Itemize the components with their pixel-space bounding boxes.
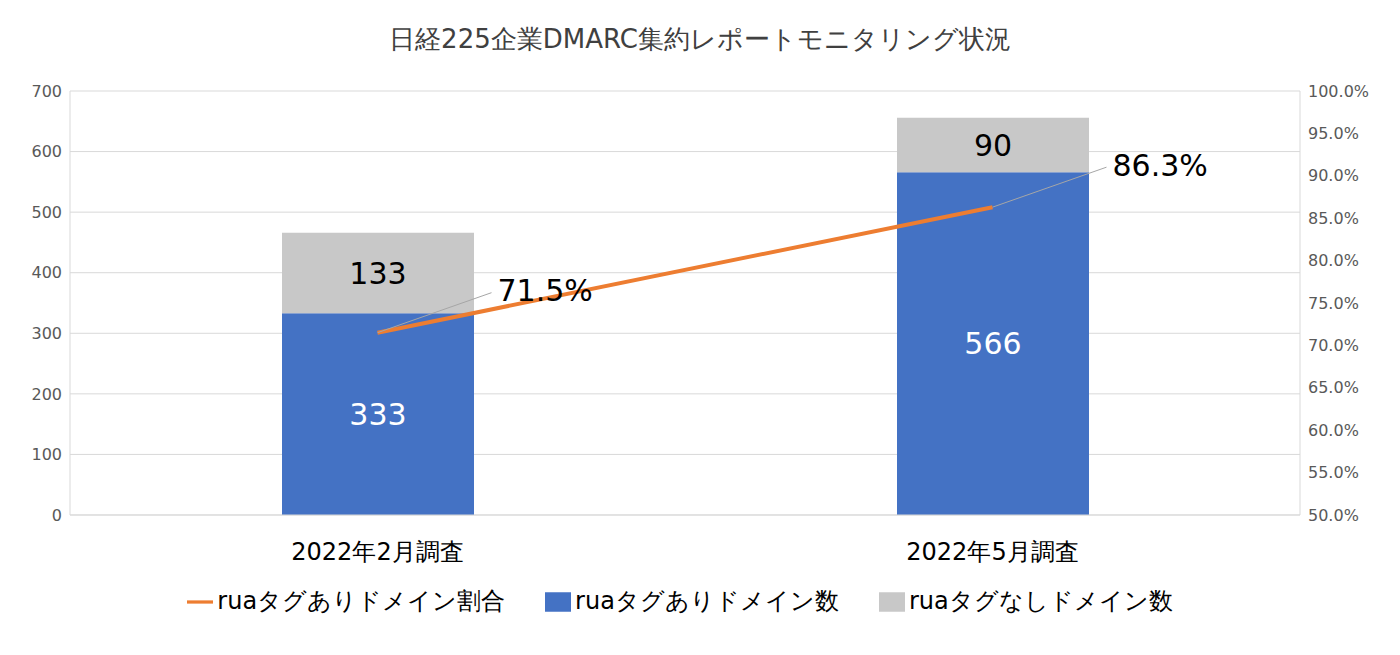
- svg-text:0: 0: [52, 506, 62, 525]
- svg-text:90.0%: 90.0%: [1308, 166, 1359, 185]
- svg-text:100.0%: 100.0%: [1308, 82, 1369, 101]
- svg-text:133: 133: [349, 256, 406, 291]
- svg-text:85.0%: 85.0%: [1308, 209, 1359, 228]
- svg-text:700: 700: [31, 82, 62, 101]
- svg-text:95.0%: 95.0%: [1308, 124, 1359, 143]
- svg-text:566: 566: [964, 326, 1021, 361]
- svg-text:600: 600: [31, 142, 62, 161]
- svg-text:60.0%: 60.0%: [1308, 421, 1359, 440]
- svg-text:500: 500: [31, 203, 62, 222]
- svg-text:50.0%: 50.0%: [1308, 506, 1359, 525]
- svg-text:400: 400: [31, 263, 62, 282]
- svg-text:333: 333: [349, 397, 406, 432]
- svg-text:2022年5月調査: 2022年5月調査: [906, 538, 1078, 566]
- html-text:ruaタグありドメイン割合: ruaタグありドメイン割合: [217, 587, 506, 615]
- svg-text:75.0%: 75.0%: [1308, 294, 1359, 313]
- html-text:日経225企業DMARC集約レポートモニタリング状況: 日経225企業DMARC集約レポートモニタリング状況: [389, 24, 1011, 54]
- svg-text:86.3%: 86.3%: [1113, 148, 1208, 183]
- svg-text:200: 200: [31, 385, 62, 404]
- svg-text:80.0%: 80.0%: [1308, 251, 1359, 270]
- svg-text:71.5%: 71.5%: [498, 273, 593, 308]
- svg-text:55.0%: 55.0%: [1308, 463, 1359, 482]
- html-text:ruaタグなしドメイン数: ruaタグなしドメイン数: [908, 587, 1173, 615]
- svg-text:70.0%: 70.0%: [1308, 336, 1359, 355]
- svg-text:100: 100: [31, 445, 62, 464]
- svg-text:300: 300: [31, 324, 62, 343]
- svg-text:2022年2月調査: 2022年2月調査: [291, 538, 463, 566]
- svg-text:90: 90: [974, 128, 1012, 163]
- svg-text:65.0%: 65.0%: [1308, 378, 1359, 397]
- html-text:ruaタグありドメイン数: ruaタグありドメイン数: [575, 587, 839, 615]
